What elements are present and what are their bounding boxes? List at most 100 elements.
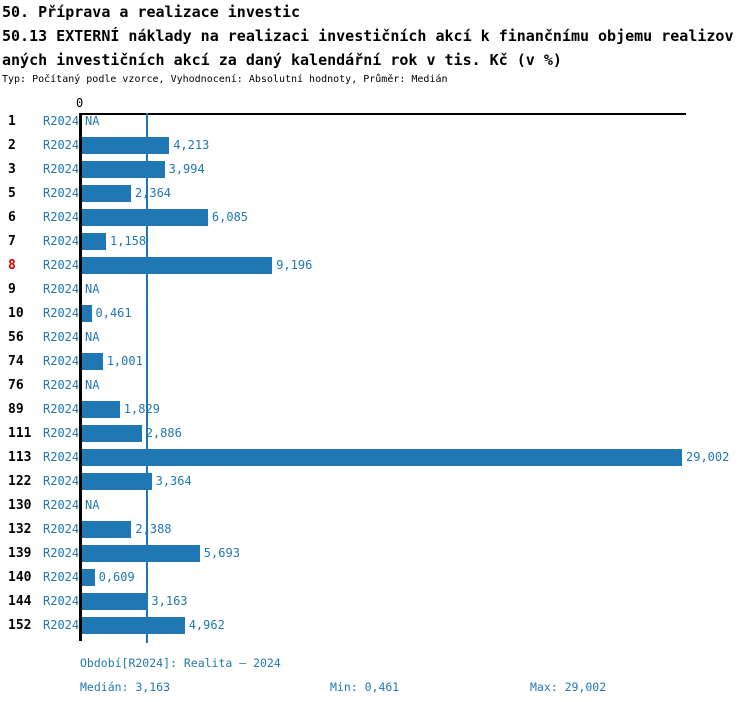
bar-area: NA <box>82 497 99 514</box>
value-label: 1,829 <box>123 402 160 416</box>
indicator-meta: Typ: Počítaný podle vzorce, Vyhodnocení:… <box>2 74 448 85</box>
chart-row: 122 R2024 3,364 <box>0 473 750 497</box>
bar <box>82 617 185 634</box>
period-label: Období[R2024]: Realita – 2024 <box>80 656 281 670</box>
row-number: 113 <box>8 450 32 465</box>
max-stat: Max: 29,002 <box>530 680 607 694</box>
row-number: 8 <box>8 258 16 273</box>
value-label: 2,388 <box>135 522 172 536</box>
row-number: 1 <box>8 114 16 129</box>
chart-row: 1 R2024 NA <box>0 113 750 137</box>
row-number: 122 <box>8 474 32 489</box>
x-axis-line <box>79 113 686 115</box>
row-number: 3 <box>8 162 16 177</box>
row-number: 5 <box>8 186 16 201</box>
series-label: R2024 <box>43 234 80 248</box>
value-label: NA <box>85 330 100 344</box>
value-label: 3,163 <box>151 594 188 608</box>
row-number: 152 <box>8 618 32 633</box>
value-label: 3,994 <box>168 162 205 176</box>
row-number: 74 <box>8 354 24 369</box>
bar-area: 2,364 <box>82 185 171 202</box>
chart-row: 74 R2024 1,001 <box>0 353 750 377</box>
bar-area: 1,829 <box>82 401 160 418</box>
row-number: 56 <box>8 330 24 345</box>
axis-zero-tick: 0 <box>76 96 84 110</box>
chart-row: 3 R2024 3,994 <box>0 161 750 185</box>
value-label: 1,158 <box>110 234 147 248</box>
median-line <box>146 113 148 643</box>
chart-row: 113 R2024 29,002 <box>0 449 750 473</box>
series-label: R2024 <box>43 138 80 152</box>
bar <box>82 209 208 226</box>
row-number: 139 <box>8 546 32 561</box>
value-label: NA <box>85 498 100 512</box>
bar-area: 2,886 <box>82 425 182 442</box>
bar <box>82 521 132 538</box>
median-stat: Medián: 3,163 <box>80 680 171 694</box>
bar <box>82 449 682 466</box>
value-label: 6,085 <box>211 210 249 224</box>
bar <box>82 545 200 562</box>
bar-area: 3,994 <box>82 161 205 178</box>
bar <box>82 401 120 418</box>
bar-area: NA <box>82 113 99 130</box>
chart-row: 139 R2024 5,693 <box>0 545 750 569</box>
value-label: 29,002 <box>686 450 730 464</box>
series-label: R2024 <box>43 522 80 536</box>
value-label: 5,693 <box>203 546 240 560</box>
series-label: R2024 <box>43 474 80 488</box>
bar <box>82 425 142 442</box>
series-label: R2024 <box>43 378 80 392</box>
value-label: 0,461 <box>95 306 132 320</box>
value-label: NA <box>85 378 100 392</box>
value-label: 3,364 <box>155 474 192 488</box>
row-number: 9 <box>8 282 16 297</box>
row-number: 130 <box>8 498 32 513</box>
y-axis-line <box>79 113 82 641</box>
series-label: R2024 <box>43 258 80 272</box>
chart-row: 8 R2024 9,196 <box>0 257 750 281</box>
bar <box>82 593 148 610</box>
bar <box>82 569 95 586</box>
bar-area: 4,213 <box>82 137 209 154</box>
row-number: 144 <box>8 594 32 609</box>
series-label: R2024 <box>43 402 80 416</box>
bar <box>82 473 152 490</box>
bar <box>82 257 273 274</box>
bar <box>82 185 131 202</box>
bar <box>82 161 165 178</box>
bar-area: 6,085 <box>82 209 248 226</box>
series-label: R2024 <box>43 282 80 296</box>
bar-area: NA <box>82 281 99 298</box>
bar <box>82 233 106 250</box>
page-title: 50. Příprava a realizace investic <box>2 3 301 21</box>
chart-row: 130 R2024 NA <box>0 497 750 521</box>
row-number: 89 <box>8 402 24 417</box>
series-label: R2024 <box>43 546 80 560</box>
bar-area: 9,196 <box>82 257 312 274</box>
chart-row: 9 R2024 NA <box>0 281 750 305</box>
series-label: R2024 <box>43 570 80 584</box>
chart-row: 5 R2024 2,364 <box>0 185 750 209</box>
bar-chart: 0 1 R2024 NA 2 R2024 4,213 3 R2024 3,994… <box>0 96 750 648</box>
series-label: R2024 <box>43 114 80 128</box>
bar-area: NA <box>82 329 99 346</box>
series-label: R2024 <box>43 162 80 176</box>
bar <box>82 137 170 154</box>
value-label: 4,962 <box>188 618 225 632</box>
value-label: 9,196 <box>276 258 313 272</box>
series-label: R2024 <box>43 306 80 320</box>
bar-area: 1,001 <box>82 353 143 370</box>
bar <box>82 353 103 370</box>
indicator-title-line1: 50.13 EXTERNÍ náklady na realizaci inves… <box>2 27 734 45</box>
chart-row: 111 R2024 2,886 <box>0 425 750 449</box>
chart-row: 140 R2024 0,609 <box>0 569 750 593</box>
value-label: 1,001 <box>106 354 143 368</box>
bar-area: 5,693 <box>82 545 240 562</box>
series-label: R2024 <box>43 450 80 464</box>
chart-row: 10 R2024 0,461 <box>0 305 750 329</box>
bar <box>82 305 92 322</box>
series-label: R2024 <box>43 594 80 608</box>
